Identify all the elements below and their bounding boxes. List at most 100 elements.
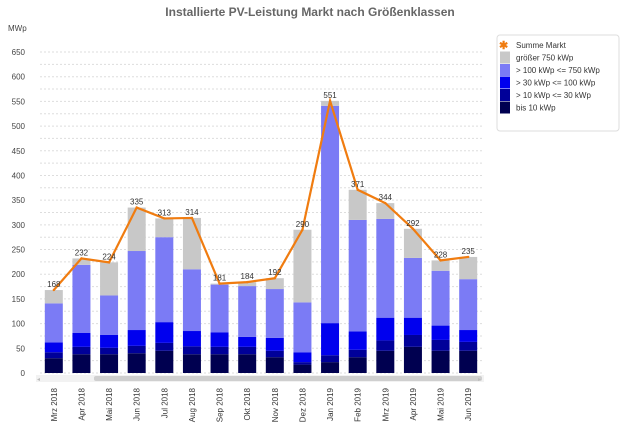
chart-title: Installierte PV-Leistung Markt nach Größ…	[165, 5, 454, 19]
bar-segment	[44, 352, 63, 359]
line-point	[218, 282, 221, 285]
bar-segment	[376, 203, 395, 219]
y-tick-label: 600	[12, 73, 26, 82]
y-tick-label: 300	[12, 221, 26, 230]
x-tick-label: Feb 2019	[354, 387, 363, 421]
x-tick-label: Mrz 2018	[50, 387, 59, 421]
data-label: 314	[185, 208, 199, 217]
bar-segment	[348, 189, 367, 220]
legend-item[interactable]: > 30 kWp <= 100 kWp	[516, 79, 596, 88]
bar-segment	[100, 354, 119, 373]
bar-segment	[100, 262, 119, 296]
bar-segment	[376, 218, 395, 318]
bar-segment	[431, 260, 450, 271]
line-point	[384, 201, 387, 205]
bar-segment	[376, 350, 395, 373]
x-tick-label: Sep 2018	[216, 387, 225, 422]
y-tick-label: 100	[12, 320, 26, 329]
bar-segment	[431, 350, 450, 373]
bar-segment	[431, 270, 450, 326]
bar-segment	[321, 362, 340, 373]
bar-segment	[238, 286, 257, 337]
data-label: 224	[102, 252, 116, 261]
line-point	[52, 288, 56, 292]
line-point	[163, 217, 166, 220]
data-label: 292	[406, 219, 420, 228]
y-tick-label: 350	[12, 196, 26, 205]
bar-segment	[100, 334, 119, 348]
bar-segment	[238, 282, 257, 287]
line-summe-markt	[52, 96, 469, 291]
bar-segment	[182, 331, 201, 347]
line-point	[466, 255, 470, 259]
bar-segment	[155, 218, 174, 238]
bar-segment	[403, 228, 422, 258]
bar-segment	[72, 332, 91, 347]
bar-segment	[182, 354, 201, 373]
bar-segment	[459, 256, 478, 280]
bar-segment	[348, 331, 367, 350]
bar-segment	[127, 207, 146, 252]
legend-swatch	[500, 76, 510, 89]
bar-segment	[265, 357, 284, 373]
legend-item[interactable]: > 100 kWp <= 750 kWp	[516, 66, 600, 75]
bar-segment	[403, 334, 422, 347]
data-label: 228	[434, 250, 448, 259]
x-tick-label: Jun 2019	[464, 387, 473, 420]
bar-segment	[155, 237, 174, 323]
bar-segment	[238, 336, 257, 347]
data-label: 232	[75, 248, 89, 257]
bar-segment	[403, 257, 422, 318]
bar-segment	[265, 337, 284, 351]
bar-segment	[210, 354, 229, 373]
horizontal-scrollbar[interactable]: ◂ ▸	[36, 375, 484, 383]
line-point	[245, 280, 249, 284]
bar-segment	[431, 325, 450, 340]
y-tick-label: 150	[12, 295, 26, 304]
bar-segment	[182, 269, 201, 332]
bar-segment	[182, 346, 201, 355]
bar-segment	[293, 364, 312, 373]
bar-segment	[238, 346, 257, 355]
data-label: 181	[213, 274, 227, 283]
y-tick-label: 550	[12, 97, 26, 106]
legend-item[interactable]: bis 10 kWp	[516, 104, 556, 113]
bar-segment	[155, 322, 174, 343]
x-tick-label: Mrz 2019	[381, 387, 390, 421]
data-label: 192	[268, 268, 282, 277]
y-tick-label: 200	[12, 270, 26, 279]
data-label: 313	[158, 208, 172, 217]
scroll-right-arrow[interactable]: ▸	[478, 377, 481, 383]
legend-item[interactable]: größer 750 kWp	[516, 54, 574, 63]
x-tick-label: Jul 2018	[160, 387, 169, 418]
bar-segment	[127, 353, 146, 373]
legend-item[interactable]: > 10 kWp <= 30 kWp	[516, 91, 591, 100]
legend-swatch	[500, 64, 510, 76]
bar-segment	[293, 352, 312, 363]
bar-segment	[376, 340, 395, 351]
bar-segment	[403, 346, 422, 373]
bar-segment	[127, 251, 146, 331]
bar-segment	[293, 362, 312, 365]
x-tick-label: Apr 2019	[409, 387, 418, 420]
bar-segment	[72, 264, 91, 333]
bar-segment	[459, 341, 478, 351]
bar-segment	[459, 350, 478, 373]
bar-segment	[403, 317, 422, 335]
line-point	[135, 206, 138, 209]
scrollbar-thumb[interactable]	[94, 376, 482, 381]
legend-item[interactable]: Summe Markt	[516, 41, 567, 50]
x-tick-label: Dez 2018	[298, 387, 307, 422]
bar-segment	[100, 347, 119, 355]
bar-segment	[44, 342, 63, 353]
scroll-left-arrow[interactable]: ◂	[37, 377, 40, 383]
bar-segment	[210, 284, 229, 333]
data-label: 290	[296, 220, 310, 229]
bar-segment	[321, 355, 340, 363]
x-tick-label: Apr 2018	[77, 387, 86, 420]
x-tick-label: Okt 2018	[243, 387, 252, 420]
bar-segment	[238, 354, 257, 373]
bar-segment	[127, 345, 146, 354]
bar-segment	[321, 323, 340, 356]
